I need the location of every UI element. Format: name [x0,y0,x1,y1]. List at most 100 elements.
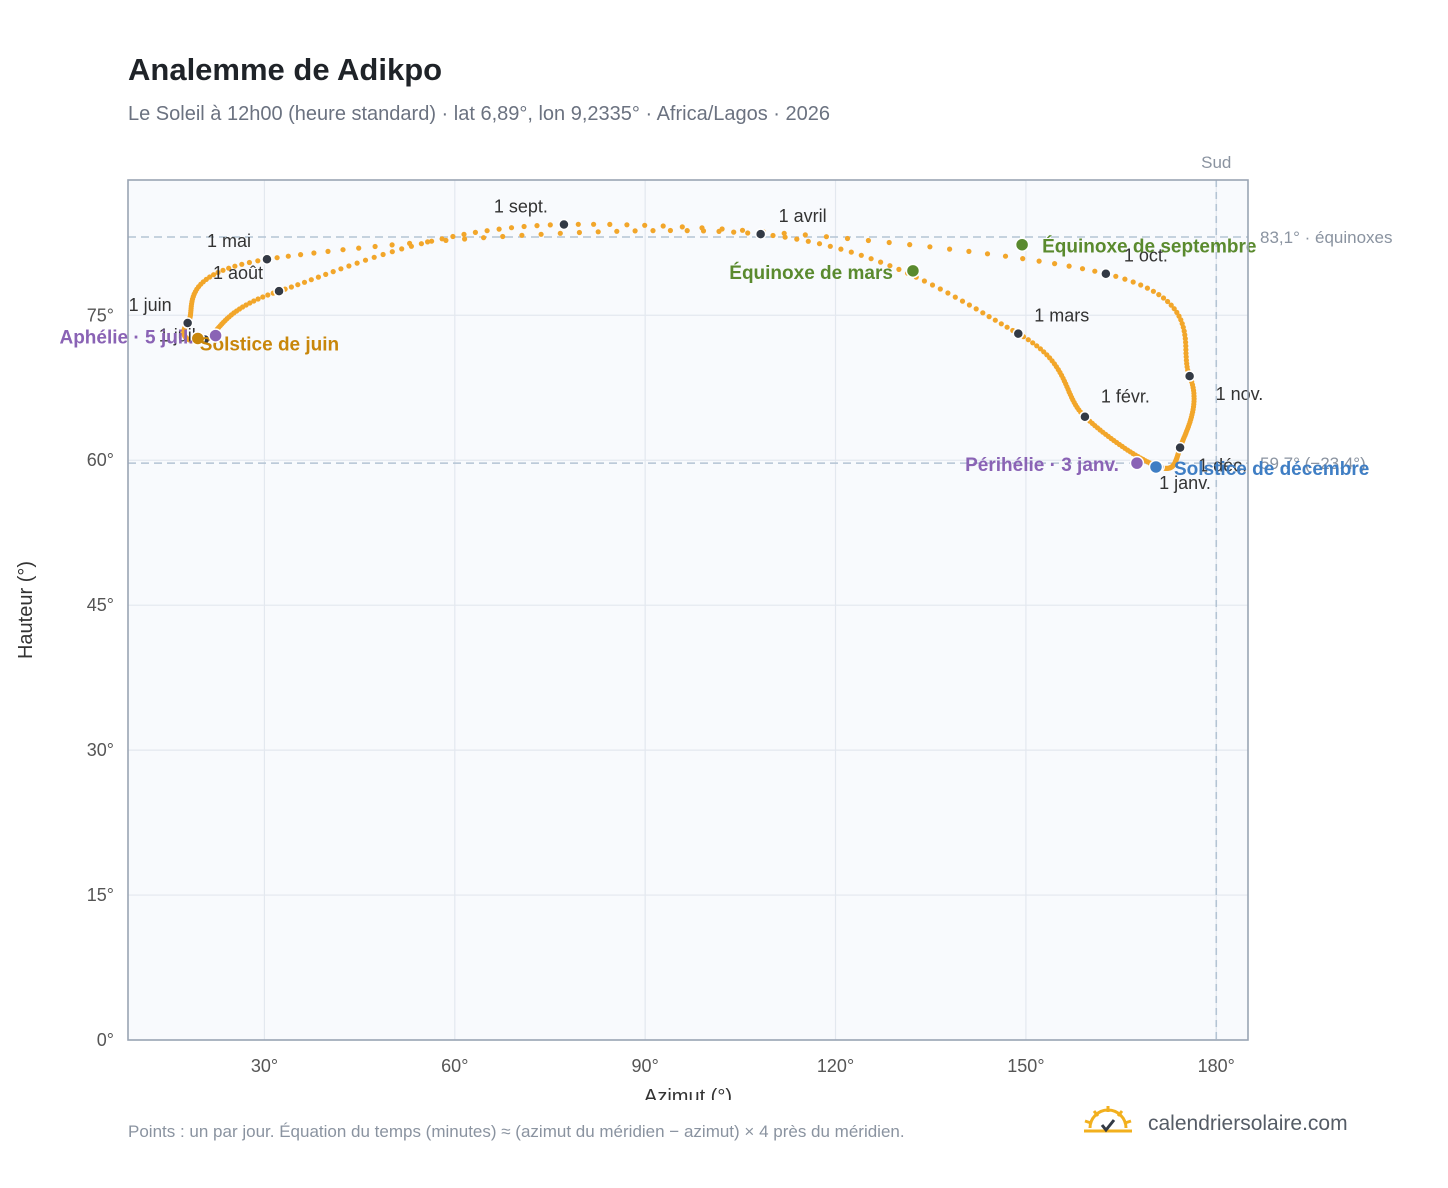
daily-point [1182,336,1188,342]
event-marker [905,263,921,279]
daily-point [576,229,583,236]
daily-point [848,249,854,255]
daily-point [865,237,872,244]
daily-point [311,250,317,256]
daily-point [868,256,874,262]
daily-point [973,306,979,312]
daily-point [632,228,638,234]
daily-point [858,252,864,258]
daily-point [508,225,515,231]
daily-point [340,247,346,253]
daily-point [782,234,788,240]
daily-point [1020,256,1026,262]
daily-point [1144,285,1150,291]
daily-point [1168,302,1174,308]
daily-point [372,243,378,250]
month-label: 1 oct. [1124,246,1168,266]
month-label: 1 mars [1034,306,1089,326]
daily-point [642,222,648,228]
daily-point [887,263,893,269]
daily-point [650,228,656,234]
reference-line-label: 59,7° (−23,4°) [1260,454,1366,473]
daily-point [927,244,933,250]
daily-point [547,222,553,228]
daily-point [624,222,630,228]
month-markers: 1 janv. 1 févr. 1 mars 1 avril 1 mai 1 juin 1 … [129,196,1264,493]
event-label: Équinoxe de septembre [1042,236,1256,258]
daily-point [1183,339,1189,345]
daily-point [211,272,217,278]
daily-point [1002,253,1009,259]
daily-point [684,228,690,234]
daily-point [1079,266,1086,272]
daily-point [215,269,221,276]
daily-point [794,236,800,242]
y-tick-label: 75° [87,305,114,325]
daily-point [952,294,958,300]
daily-point [346,263,352,269]
daily-point [1066,263,1072,269]
month-marker [558,218,570,231]
daily-point [719,226,725,232]
plot-frame [127,179,1249,1041]
daily-point [667,227,674,234]
daily-point [937,286,943,292]
month-label: 1 mai [207,231,251,251]
x-axis-label: Azimut (°) [644,1086,732,1100]
daily-point [323,271,329,277]
daily-point [929,282,936,288]
daily-point [595,229,601,235]
daily-point [992,317,998,323]
daily-point [439,236,445,242]
daily-point [389,249,395,255]
daily-point [461,231,467,237]
daily-point [308,277,314,283]
daily-point [816,241,823,247]
event-label: Aphélie · 5 juil. [59,328,193,349]
daily-point [472,229,478,235]
daily-point [1150,288,1156,294]
daily-point [827,243,833,249]
daily-point [399,246,405,252]
daily-point [575,221,581,227]
daily-point [838,246,844,252]
daily-point [1025,337,1031,343]
y-tick-label: 0° [97,1030,114,1050]
event-markers: Équinoxe de mars Solstice de juin Équinoxe… [59,236,1369,480]
month-label: 1 févr. [1101,387,1150,407]
daily-point [907,242,913,248]
daily-point [484,228,490,234]
daily-point [1036,258,1042,264]
daily-point [298,252,304,258]
month-label: 1 avril [779,206,827,226]
daily-point [450,233,456,240]
event-marker [1148,459,1164,475]
month-marker [1079,410,1091,423]
daily-point [301,279,308,285]
daily-point [521,223,527,230]
daily-point [986,314,992,320]
month-marker [273,285,285,297]
event-label: Solstice de juin [200,334,339,355]
daily-point [429,238,435,244]
daily-point [1138,282,1144,288]
daily-point [519,232,525,238]
x-tick-label: 30° [251,1056,278,1076]
daily-point [220,267,226,273]
daily-point [980,310,986,316]
reference-line-label: 83,1° · équinoxes [1260,228,1393,247]
month-marker [1183,370,1196,382]
daily-point [285,253,291,259]
event-label: Périhélie · 3 janv. [965,455,1119,476]
daily-point [239,261,245,267]
daily-point [1004,324,1010,330]
daily-point [288,284,294,290]
daily-point [232,263,238,269]
daily-point [1156,292,1162,298]
chart-subtitle: Le Soleil à 12h00 (heure standard) · lat… [128,103,831,125]
brand[interactable]: calendriersolaire.com [1082,1104,1348,1144]
x-tick-label: 150° [1007,1056,1044,1076]
daily-point [921,278,928,284]
daily-point [1113,273,1119,279]
y-tick-label: 45° [87,595,114,615]
